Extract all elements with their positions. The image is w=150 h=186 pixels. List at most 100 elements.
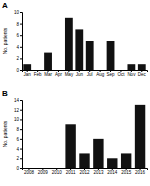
bar (65, 18, 73, 70)
y-tick-mark (20, 24, 22, 25)
y-tick: 8 (16, 22, 22, 27)
x-tick-label: Feb (34, 72, 42, 77)
y-tick-label: 8 (16, 22, 19, 27)
x-tick-label: Sep (107, 72, 116, 77)
y-tick-mark (20, 129, 22, 130)
x-tick-label: Jun (76, 72, 84, 77)
y-tick: 10 (14, 117, 22, 122)
x-tick-label: 2010 (52, 170, 63, 175)
y-tick-label: 0 (16, 68, 19, 73)
bar (96, 70, 104, 71)
y-tick-mark (20, 110, 22, 111)
x-tick: Nov (127, 70, 136, 77)
x-tick: 2010 (52, 168, 63, 175)
x-tick: Oct (117, 70, 125, 77)
y-tick: 6 (16, 137, 22, 142)
x-tick-label: 2016 (135, 170, 146, 175)
x-axis: JanFebMarAprMayJunJulAugSepOctNovDec (23, 70, 148, 77)
y-tick-mark (20, 58, 22, 59)
x-tick-label: Aug (96, 72, 105, 77)
y-tick-mark (20, 119, 22, 120)
x-tick: Jul (87, 70, 93, 77)
x-tick: Mar (44, 70, 52, 77)
bar (121, 153, 131, 168)
y-axis: 0246810 (14, 10, 23, 73)
y-tick: 14 (14, 98, 22, 103)
y-axis-line (20, 101, 23, 169)
panel-label: A (2, 1, 8, 10)
y-axis: 0 2 4 6 8 10 12 14 (14, 98, 23, 171)
y-axis-title: No. patients (2, 120, 8, 147)
y-tick-label: 10 (14, 117, 20, 122)
y-tick: 12 (14, 108, 22, 113)
x-tick-label: Jul (87, 72, 93, 77)
y-tick-label: 8 (16, 127, 19, 132)
x-tick: Jan (24, 70, 32, 77)
x-tick: 2016 (135, 168, 146, 175)
y-tick: 10 (14, 10, 22, 15)
y-tick-mark (20, 158, 22, 159)
x-axis: 200820092010201120122013201420152016 (23, 168, 148, 175)
bar (138, 64, 146, 70)
x-tick: Aug (96, 70, 105, 77)
bar (55, 70, 63, 71)
plot-area (23, 18, 145, 70)
y-tick: 0 (16, 166, 22, 171)
x-tick-label: 2013 (93, 170, 104, 175)
x-tick: Jun (76, 70, 84, 77)
y-tick-label: 14 (14, 98, 20, 103)
bar (44, 53, 52, 70)
bar (38, 168, 48, 169)
x-tick: Feb (34, 70, 42, 77)
y-tick: 0 (16, 68, 22, 73)
y-tick: 2 (16, 56, 22, 61)
x-tick: 2012 (79, 168, 90, 175)
y-tick-label: 2 (16, 56, 19, 61)
y-tick-label: 10 (14, 10, 20, 15)
bar (117, 70, 125, 71)
x-tick-label: 2011 (66, 170, 76, 175)
y-tick-label: 6 (16, 33, 19, 38)
bar (75, 29, 83, 70)
x-tick-label: Nov (127, 72, 136, 77)
x-tick-label: May (65, 72, 74, 77)
y-tick-mark (20, 12, 22, 13)
y-tick-label: 0 (16, 166, 19, 171)
x-tick: May (65, 70, 74, 77)
x-tick: 2014 (107, 168, 118, 175)
bar (52, 168, 62, 169)
plot-area (65, 105, 145, 168)
x-tick: 2009 (38, 168, 49, 175)
y-axis-line (20, 13, 23, 71)
bar (107, 158, 117, 168)
panel: JanFebMarAprMayJunJulAugSepOctNovDec0246… (2, 10, 148, 77)
x-tick-label: Dec (138, 72, 147, 77)
x-tick-label: 2008 (24, 170, 35, 175)
y-tick: 4 (16, 147, 22, 152)
x-tick-label: 2015 (121, 170, 132, 175)
bar (79, 153, 89, 168)
bar (86, 41, 94, 70)
y-tick-mark (20, 139, 22, 140)
y-tick: 8 (16, 127, 22, 132)
x-tick-label: 2009 (38, 170, 49, 175)
panel-label: B (2, 89, 8, 98)
x-tick-label: Apr (55, 72, 63, 77)
y-tick-mark (20, 168, 22, 169)
x-tick-label: Mar (44, 72, 52, 77)
y-tick-label: 2 (16, 156, 19, 161)
y-tick: 6 (16, 33, 22, 38)
y-tick-mark (20, 70, 22, 71)
x-tick: Dec (138, 70, 147, 77)
bar (135, 105, 145, 168)
y-axis-title: No. patients (2, 27, 8, 54)
x-tick: 2013 (93, 168, 104, 175)
chart: JanFebMarAprMayJunJulAugSepOctNovDec 0 2 4 6… (0, 0, 150, 186)
x-tick: Sep (107, 70, 116, 77)
y-tick-mark (20, 47, 22, 48)
y-tick: 2 (16, 156, 22, 161)
x-tick-label: Oct (117, 72, 125, 77)
x-tick: 2008 (24, 168, 35, 175)
bar (107, 41, 115, 70)
bar (93, 139, 103, 168)
